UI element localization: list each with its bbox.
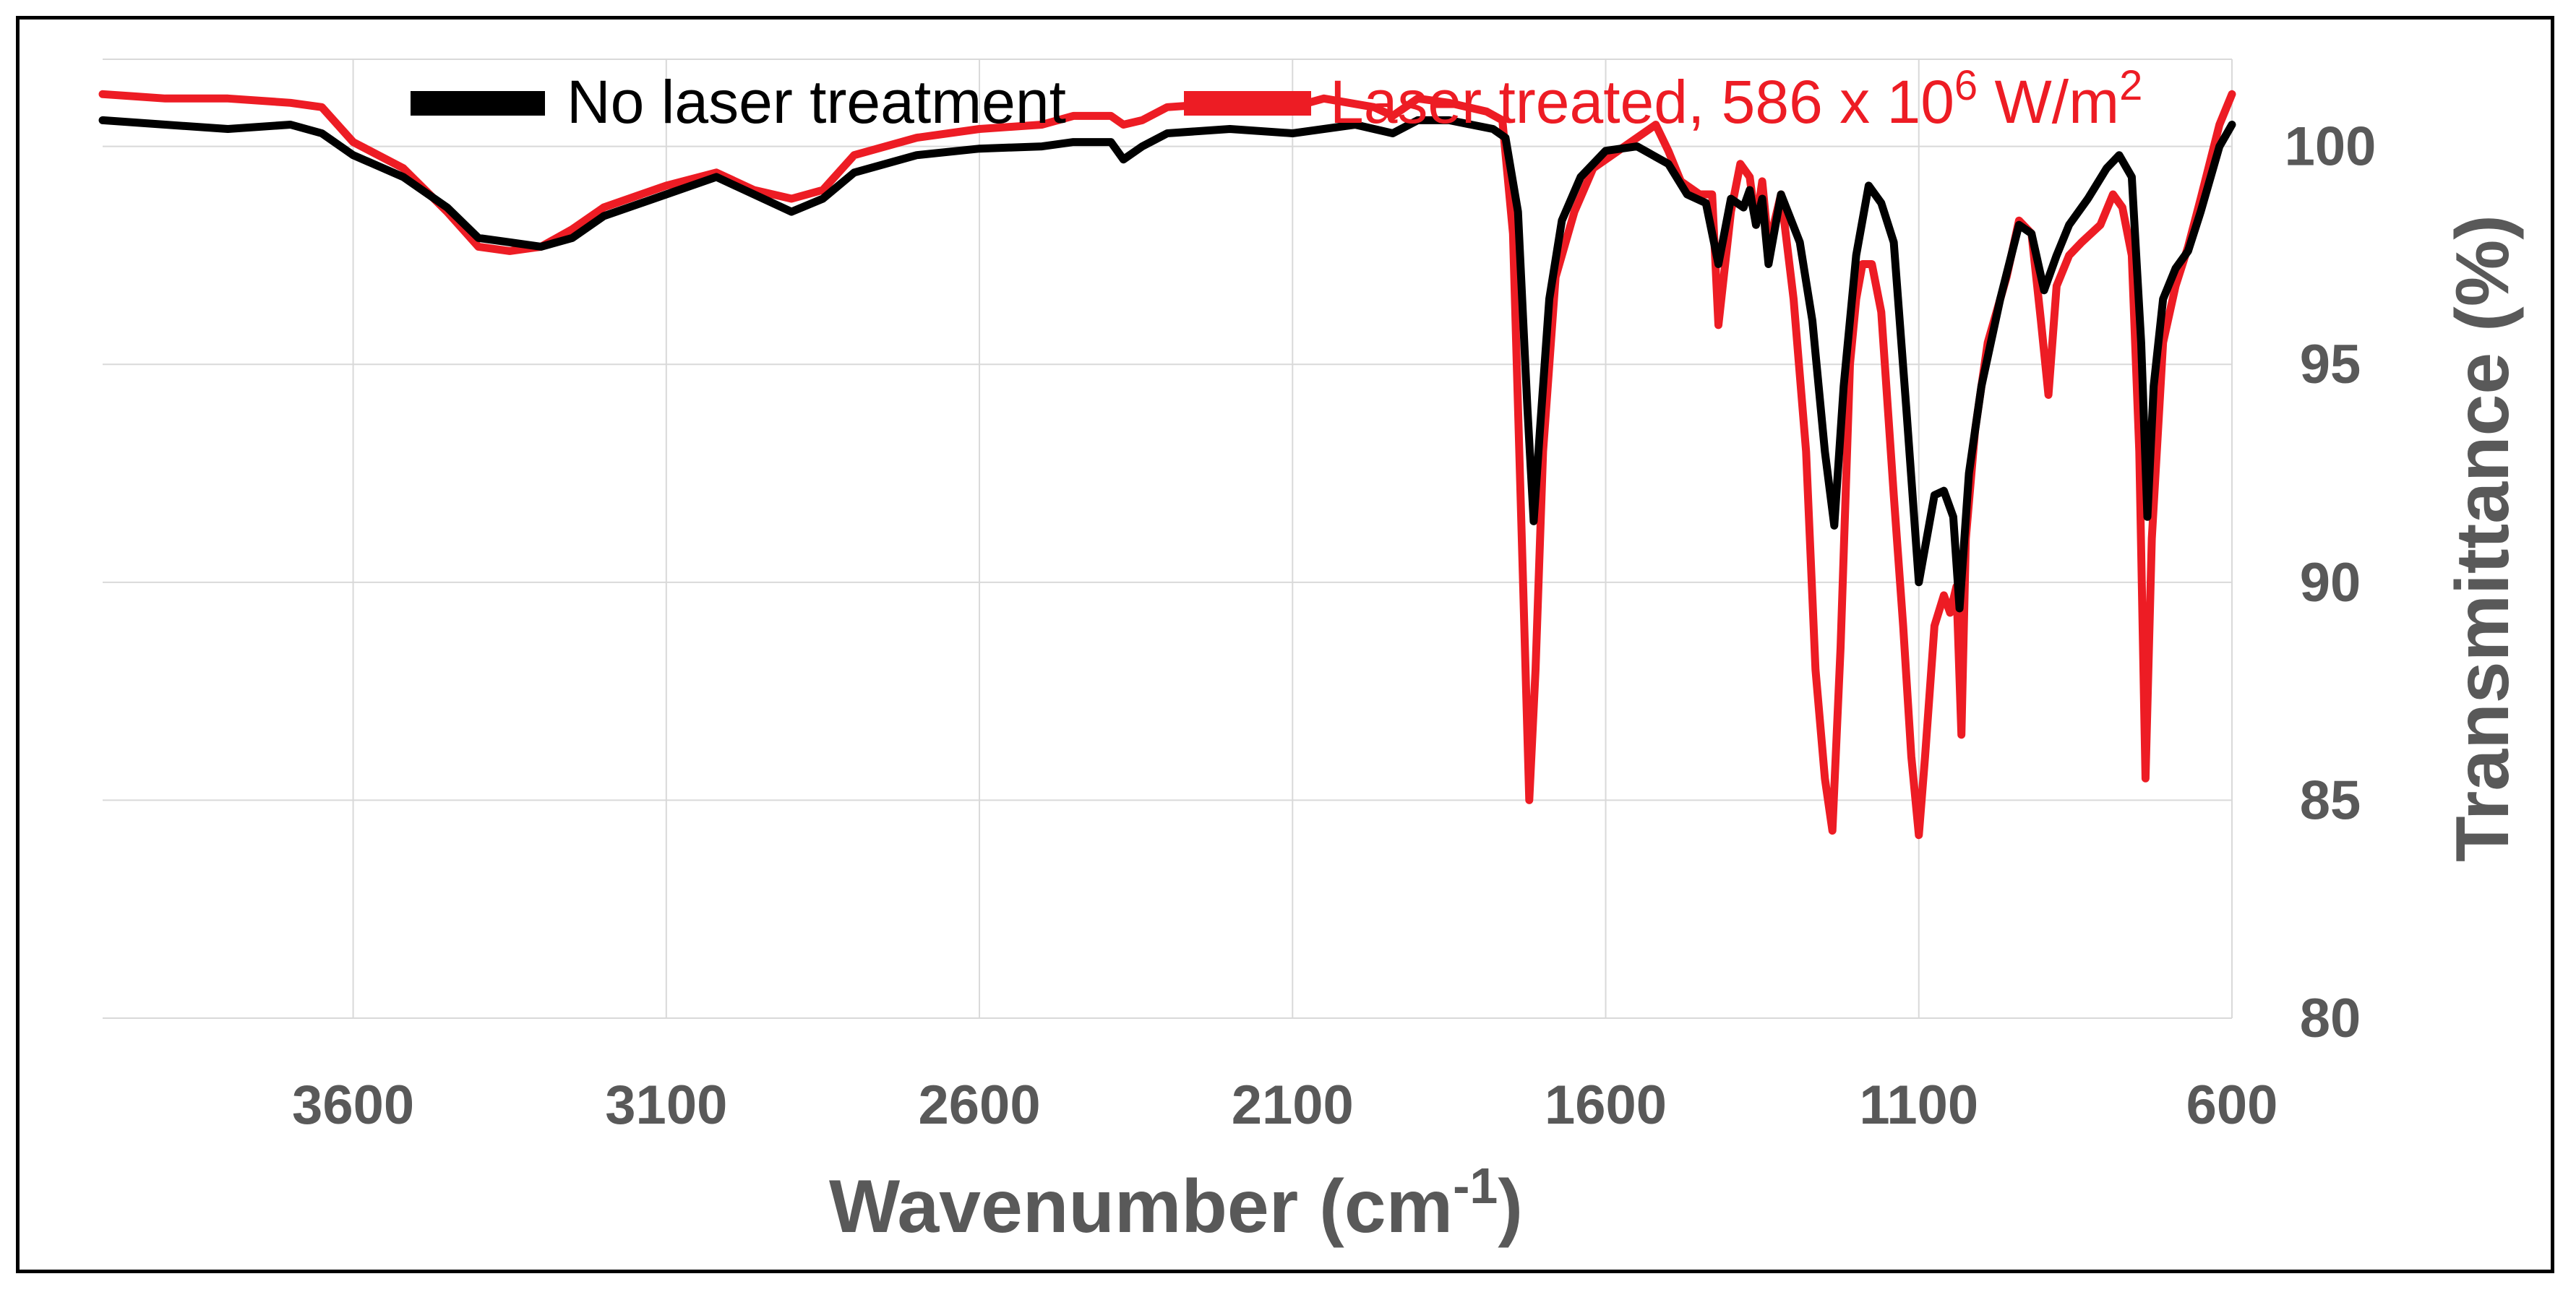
x-tick-labels: 3600 3100 2600 2100 1600 1100 600 xyxy=(292,1074,2277,1136)
x-tick-label-2100: 2100 xyxy=(1232,1074,1354,1136)
legend-label-laser-unit: W/m xyxy=(1978,68,2119,136)
x-axis-title-exponent: -1 xyxy=(1453,1158,1498,1214)
y-tick-label-100: 100 xyxy=(2285,116,2377,178)
x-axis-title-main: Wavenumber (cm xyxy=(829,1165,1453,1249)
y-axis-title: Transmittance (%) xyxy=(2441,215,2525,862)
legend-label-no-laser: No laser treatment xyxy=(567,68,1066,136)
x-axis-title: Wavenumber (cm-1) xyxy=(829,1158,1523,1249)
x-tick-label-600: 600 xyxy=(2186,1074,2278,1136)
y-tick-label-95: 95 xyxy=(2300,334,2361,395)
legend-swatch-no-laser xyxy=(411,91,545,116)
legend-label-laser-treated: Laser treated, 586 x 106 W/m2 xyxy=(1330,62,2142,136)
figure-frame xyxy=(16,16,2554,1273)
x-tick-label-1600: 1600 xyxy=(1545,1074,1667,1136)
grid-lines xyxy=(103,59,2233,1019)
legend: No laser treatment Laser treated, 586 x … xyxy=(411,62,2142,136)
y-tick-label-90: 90 xyxy=(2300,552,2361,613)
x-axis-title-close: ) xyxy=(1498,1165,1523,1249)
x-tick-label-1100: 1100 xyxy=(1859,1074,1978,1136)
x-tick-label-2600: 2600 xyxy=(919,1074,1041,1136)
legend-label-laser-main: Laser treated, 586 x 10 xyxy=(1330,68,1954,136)
y-tick-labels: 80 85 90 95 100 xyxy=(2285,116,2377,1049)
legend-label-laser-exponent: 6 xyxy=(1954,62,1978,109)
x-tick-label-3600: 3600 xyxy=(292,1074,414,1136)
series-lines xyxy=(98,90,2236,840)
legend-swatch-laser-treated xyxy=(1184,91,1311,116)
legend-label-laser-unit-exponent: 2 xyxy=(2119,62,2142,109)
y-tick-label-80: 80 xyxy=(2300,988,2361,1049)
x-tick-label-3100: 3100 xyxy=(605,1074,727,1136)
y-tick-label-85: 85 xyxy=(2300,770,2361,831)
series-line-no-laser xyxy=(98,116,2236,613)
